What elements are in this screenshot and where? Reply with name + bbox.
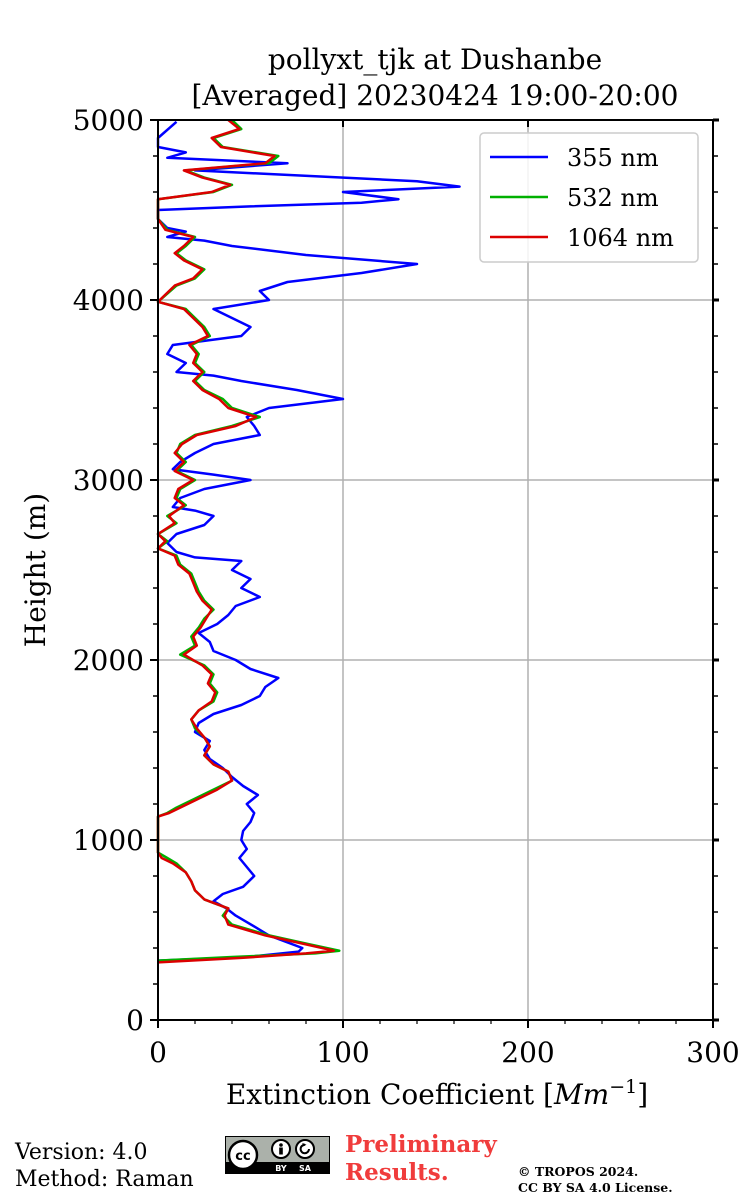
chart-title-line1: pollyxt_tjk at Dushanbe [267, 43, 603, 76]
plot-frame [157, 119, 714, 1021]
x-tick-label: 200 [501, 1036, 554, 1069]
legend-label: 1064 nm [567, 224, 674, 252]
legend: 355 nm 532 nm 1064 nm [479, 132, 699, 263]
copyright-line1: © TROPOS 2024. [518, 1164, 639, 1179]
svg-text:cc: cc [235, 1149, 250, 1164]
y-tick-label: 3000 [73, 464, 144, 497]
cc-icon [227, 1139, 259, 1171]
svg-text:SA: SA [299, 1164, 312, 1173]
chart-title-line2: [Averaged] 20230424 19:00-20:00 [191, 79, 679, 112]
y-tick-label: 0 [126, 1004, 144, 1037]
share-alike-icon [295, 1139, 315, 1159]
method-text: Method: Raman [15, 1167, 194, 1192]
x-tick-label: 300 [686, 1036, 739, 1069]
series-line-355-nm [156, 120, 461, 962]
y-tick-label: 2000 [73, 644, 144, 677]
x-axis-label: Extinction Coefficient [Mm−1] [226, 1076, 648, 1111]
legend-label: 355 nm [567, 144, 659, 172]
y-tick-label: 5000 [73, 104, 144, 137]
data-series [156, 119, 461, 964]
y-axis-label: Height (m) [19, 493, 52, 647]
svg-text:BY: BY [275, 1164, 287, 1173]
preliminary-line1: Preliminary [345, 1131, 497, 1158]
y-tick-label: 1000 [73, 824, 144, 857]
x-tick-label: 100 [316, 1036, 369, 1069]
x-tick-label: 0 [149, 1036, 167, 1069]
version-text: Version: 4.0 [15, 1140, 148, 1165]
preliminary-line2: Results. [345, 1159, 449, 1186]
y-tick-label: 4000 [73, 284, 144, 317]
copyright-line2: CC BY SA 4.0 License. [518, 1180, 673, 1195]
copyright-note: © TROPOS 2024. CC BY SA 4.0 License. [518, 1164, 673, 1196]
series-line-1064-nm [156, 119, 336, 964]
legend-box [479, 132, 699, 263]
legend-label: 532 nm [567, 184, 659, 212]
preliminary-results-note: Preliminary Results. [345, 1131, 497, 1187]
cc-by-sa-badge: cc BY SA [225, 1136, 330, 1174]
